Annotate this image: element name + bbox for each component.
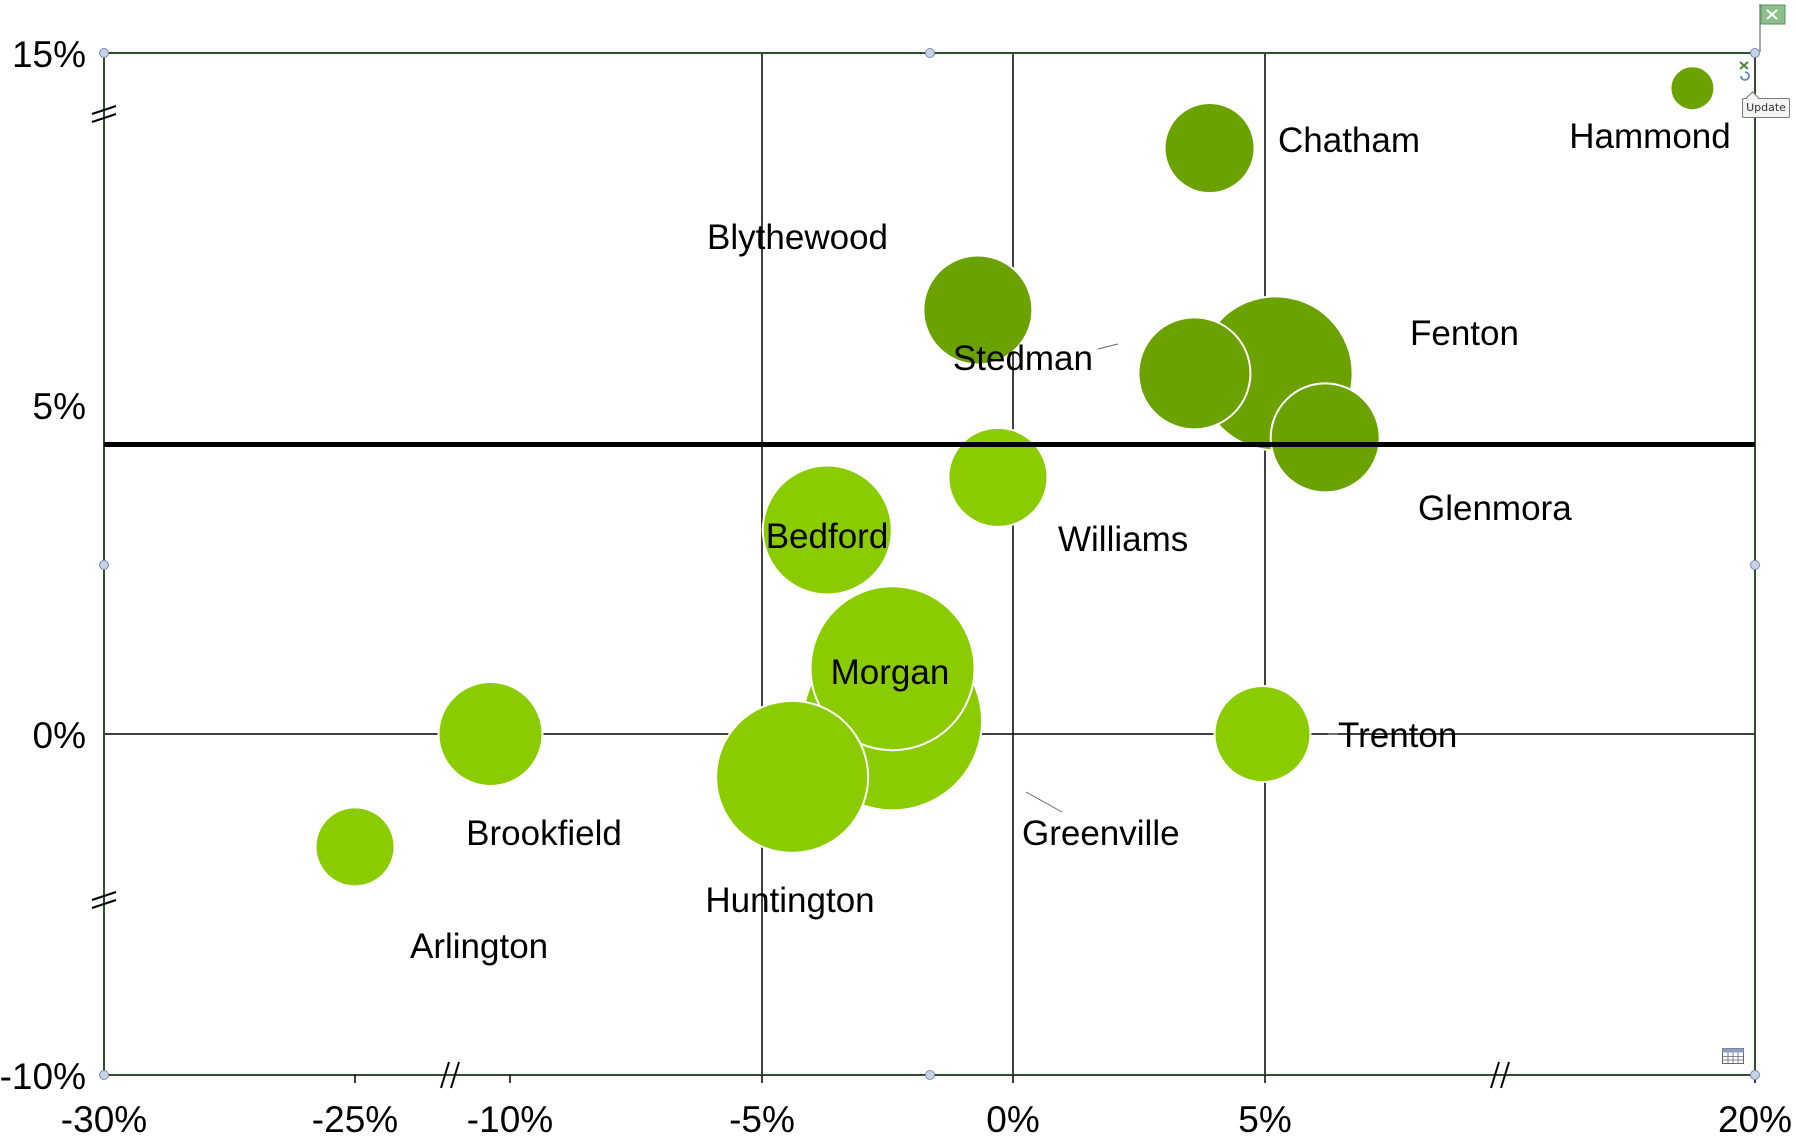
x-axis-ticks: -30% -25% -10% -5% 0% 5% 20% [61, 1099, 1792, 1140]
bubble-hammond [1669, 65, 1716, 112]
x-tick-label: 20% [1718, 1099, 1792, 1140]
y-tick-label: 5% [33, 386, 86, 427]
x-tick-label: -25% [312, 1099, 398, 1140]
bubble-label-trenton: Trenton [1338, 716, 1457, 755]
bubble-label-stedman: Stedman [953, 339, 1093, 378]
y-axis-ticks: 15% 5% 0% -10% [0, 34, 86, 1097]
bubble-labels: Hammond Chatham Blythewood Fenton Stedman Gle… [410, 117, 1731, 966]
bubble-label-blythewood: Blythewood [707, 218, 888, 257]
bubble-brookfield [437, 681, 544, 787]
bubbles [314, 65, 1716, 888]
y-axis-break-mark [91, 105, 117, 115]
resize-handle[interactable] [1750, 560, 1760, 570]
resize-handle[interactable] [99, 1070, 109, 1080]
y-axis-break-mark [91, 899, 117, 909]
bubble-morgan [809, 585, 976, 752]
data-table-icon[interactable] [1722, 1048, 1744, 1064]
plot-area-frame [91, 52, 1756, 1089]
resize-handle[interactable] [99, 48, 109, 58]
bubble-label-chatham: Chatham [1278, 121, 1420, 160]
bubble-williams [947, 426, 1049, 528]
bubble-label-greenville: Greenville [1022, 814, 1180, 853]
bubble-huntington [715, 699, 870, 854]
bubble-blythewood [922, 254, 1034, 366]
greenville-leader-line [1025, 791, 1063, 813]
x-tick-label: -30% [61, 1099, 147, 1140]
bubble-label-fenton: Fenton [1410, 314, 1519, 353]
bubble-label-morgan: Morgan [831, 653, 950, 692]
update-button[interactable]: Update [1742, 98, 1790, 118]
y-tick-label: 0% [33, 715, 86, 756]
bubble-label-arlington: Arlington [410, 927, 548, 966]
bubble-label-bedford: Bedford [766, 517, 889, 556]
x-tick-label: 0% [986, 1099, 1039, 1140]
y-axis-break-mark [91, 891, 117, 901]
x-tick-label: 5% [1238, 1099, 1291, 1140]
resize-handle[interactable] [1750, 48, 1760, 58]
stedman-leader-line [1097, 343, 1119, 350]
bubble-glenmora [1269, 382, 1381, 494]
bubble-label-glenmora: Glenmora [1418, 489, 1572, 528]
x-tick-label: -5% [729, 1099, 795, 1140]
y-tick-label: 15% [12, 34, 86, 75]
bubble-chatham [1163, 102, 1256, 195]
bubble-arlington [314, 806, 396, 888]
resize-handle[interactable] [1750, 1070, 1760, 1080]
x-axis-break-mark [1490, 1061, 1500, 1089]
bubble-bedford [761, 464, 893, 596]
excel-flag-icon[interactable] [1757, 2, 1787, 54]
y-axis-break-mark [91, 113, 117, 123]
bubble-label-brookfield: Brookfield [466, 814, 622, 853]
bubble-stedman [1137, 316, 1252, 431]
x-tick-label: -10% [467, 1099, 553, 1140]
x-axis-break-mark [1500, 1061, 1510, 1089]
refresh-icon[interactable] [1738, 60, 1750, 82]
x-axis-break-mark [450, 1061, 460, 1089]
bubble-label-williams: Williams [1058, 520, 1188, 559]
resize-handle[interactable] [925, 1070, 935, 1080]
bubble-trenton [1213, 685, 1312, 783]
bubble-label-hammond: Hammond [1569, 117, 1730, 156]
bubble-label-huntington: Huntington [705, 881, 874, 920]
gridlines [104, 53, 1755, 1075]
y-tick-label: -10% [0, 1056, 86, 1097]
plot-border [103, 52, 1756, 1076]
x-axis-break-mark [440, 1061, 450, 1089]
selection-handles[interactable] [99, 48, 1760, 1080]
resize-handle[interactable] [99, 560, 109, 570]
resize-handle[interactable] [925, 48, 935, 58]
